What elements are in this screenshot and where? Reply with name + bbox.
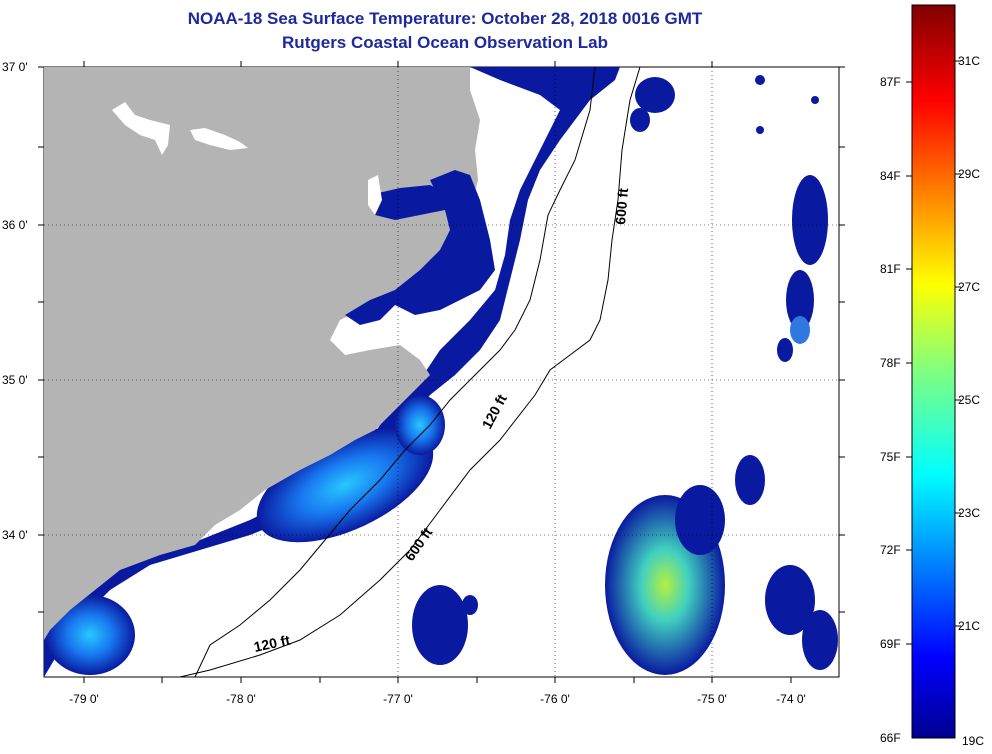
pamlico-sound [345, 170, 495, 325]
colorbar-f-75: 75F [880, 450, 901, 464]
colorbar-f-78: 78F [880, 356, 901, 370]
lon-label-75: -75 0' [697, 692, 727, 706]
warm-plume [256, 427, 434, 543]
colorbar-ticks [906, 60, 961, 645]
colorbar-f-66: 66F [880, 731, 901, 745]
lon-label-78: -78 0' [226, 692, 256, 706]
contour-label-4: 120 ft [252, 632, 291, 655]
colorbar-c-29: 29C [958, 167, 980, 181]
lat-label-34: 34 0' [2, 528, 28, 542]
colorbar-c-31: 31C [958, 54, 980, 68]
warm-plume-south [45, 595, 135, 675]
gridlines [44, 67, 839, 677]
map-title: NOAA-18 Sea Surface Temperature: October… [187, 9, 703, 28]
offshore-warm-spot [790, 316, 810, 344]
lake-white-2 [190, 128, 248, 150]
offshore-patch-east [675, 485, 725, 555]
colorbar-f-87: 87F [880, 75, 901, 89]
colorbar-c-23: 23C [958, 506, 980, 520]
lake-white [112, 102, 170, 155]
colorbar-f-84: 84F [880, 169, 901, 183]
map-subtitle: Rutgers Coastal Ocean Observation Lab [282, 33, 608, 52]
albemarle-sound [370, 185, 450, 220]
colorbar-c-19: 19C [962, 734, 984, 748]
colorbar-f-69: 69F [880, 637, 901, 651]
lake-white-3 [368, 175, 382, 215]
colorbar-gradient [911, 4, 956, 739]
lon-label-77: -77 0' [383, 692, 413, 706]
lon-label-79: -79 0' [69, 692, 99, 706]
lat-label-35: 35 0' [2, 373, 28, 387]
contour-600ft-north [179, 67, 641, 677]
lat-label-37: 37 0' [2, 60, 28, 74]
colorbar-c-21: 21C [958, 619, 980, 633]
colorbar-f-72: 72F [880, 543, 901, 557]
axis-ticks [38, 61, 845, 683]
lat-label-36: 36 0' [2, 218, 28, 232]
contour-120ft [194, 67, 596, 677]
lon-label-74: -74 0' [776, 692, 806, 706]
colorbar-c-27: 27C [958, 280, 980, 294]
warm-spot [395, 395, 445, 455]
offshore-patches [412, 75, 838, 670]
colorbar-f-81: 81F [880, 262, 901, 276]
lon-label-76: -76 0' [540, 692, 570, 706]
coastal-water [44, 67, 620, 677]
contour-label-1: 600 ft [612, 187, 631, 225]
land-mass [44, 67, 480, 640]
colorbar-c-25: 25C [958, 393, 980, 407]
